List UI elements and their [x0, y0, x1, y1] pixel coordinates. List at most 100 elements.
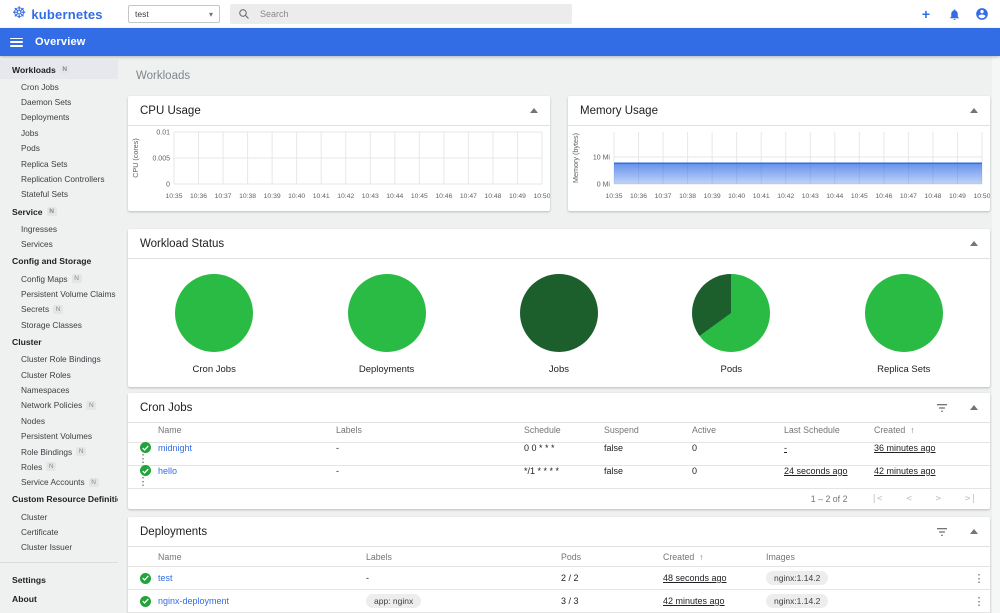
menu-icon[interactable] — [10, 37, 23, 47]
column-header-suspend[interactable]: Suspend — [604, 425, 692, 435]
column-header-labels[interactable]: Labels — [336, 425, 524, 435]
pie-chart-pods[interactable] — [692, 274, 771, 352]
x-tick-label: 10:47 — [900, 193, 917, 200]
sidebar-item-role-bindings[interactable]: Role Bindings N — [0, 444, 118, 459]
scrollbar[interactable] — [992, 56, 1000, 613]
sidebar-item-deployments[interactable]: Deployments — [0, 110, 118, 125]
sidebar-item-config-and-storage[interactable]: Config and Storage — [0, 252, 118, 271]
pagination-range: 1 – 2 of 2 — [810, 494, 848, 504]
pie-chart-deployments[interactable] — [347, 274, 426, 352]
cell-created[interactable]: 42 minutes ago — [663, 596, 725, 606]
namespaced-badge: N — [46, 207, 57, 217]
cell-images: nginx:1.14.2 — [766, 571, 956, 585]
deployment-name-link[interactable]: test — [158, 573, 173, 583]
filter-icon[interactable] — [936, 527, 948, 537]
sidebar-item-replica-sets[interactable]: Replica Sets — [0, 156, 118, 171]
sidebar-item-certificate[interactable]: Certificate — [0, 524, 118, 539]
prev-page-icon[interactable]: < — [906, 494, 912, 504]
deployment-name-link[interactable]: nginx-deployment — [158, 596, 230, 606]
collapse-arrow-icon[interactable] — [970, 405, 978, 410]
collapse-arrow-icon[interactable] — [970, 529, 978, 534]
kubernetes-logo[interactable]: ☸ kubernetes — [0, 6, 128, 22]
cell-created[interactable]: 42 minutes ago — [874, 465, 936, 476]
sidebar-item-ingresses[interactable]: Ingresses — [0, 221, 118, 236]
pie-chart-replica-sets[interactable] — [864, 274, 943, 352]
x-tick-label: 10:36 — [190, 193, 207, 200]
table-row: nginx-deployment app: nginx 3 / 3 42 minute… — [128, 590, 990, 613]
collapse-arrow-icon[interactable] — [970, 108, 978, 113]
sidebar-item-nodes[interactable]: Nodes — [0, 413, 118, 428]
sidebar-item-workloads[interactable]: Workloads N — [0, 60, 118, 79]
status-ok-icon — [140, 595, 151, 607]
sidebar-item-cluster-issuer[interactable]: Cluster Issuer — [0, 540, 118, 555]
pie-chart-jobs[interactable] — [519, 274, 598, 352]
pie-chart-cron-jobs[interactable] — [175, 274, 254, 352]
sidebar-item-about[interactable]: About — [0, 589, 118, 608]
cell-last-schedule[interactable]: 24 seconds ago — [784, 465, 848, 476]
sidebar-item-label: Pods — [21, 143, 40, 154]
column-header-name[interactable]: Name — [158, 425, 336, 435]
sidebar-item-replication-controllers[interactable]: Replication Controllers — [0, 171, 118, 186]
x-tick-label: 10:38 — [239, 193, 256, 200]
sidebar-item-config-maps[interactable]: Config Maps N — [0, 271, 118, 286]
cell-created[interactable]: 36 minutes ago — [874, 442, 936, 453]
row-menu-icon[interactable]: ⋮ — [973, 595, 985, 608]
sidebar-item-secrets[interactable]: Secrets N — [0, 302, 118, 317]
cronjob-name-link[interactable]: midnight — [158, 442, 193, 453]
x-tick-label: 10:50 — [533, 193, 550, 200]
sidebar-item-daemon-sets[interactable]: Daemon Sets — [0, 94, 118, 109]
sidebar-item-cluster-roles[interactable]: Cluster Roles — [0, 367, 118, 382]
x-tick-label: 10:37 — [215, 193, 232, 200]
sidebar-item-custom-resource-definitions[interactable]: Custom Resource Definitions — [0, 490, 118, 509]
namespace-selector[interactable]: test ▾ — [128, 5, 220, 23]
column-header-name[interactable]: Name — [158, 552, 366, 562]
column-header-images[interactable]: Images — [766, 552, 956, 562]
column-header-labels[interactable]: Labels — [366, 552, 561, 562]
create-resource-button[interactable]: + — [921, 6, 931, 22]
next-page-icon[interactable]: > — [935, 494, 942, 504]
search-input[interactable]: Search — [230, 4, 572, 24]
y-tick-label: 0.01 — [156, 129, 170, 136]
sidebar-item-service-accounts[interactable]: Service Accounts N — [0, 475, 118, 490]
sidebar-item-stateful-sets[interactable]: Stateful Sets — [0, 187, 118, 202]
row-menu-icon[interactable]: ⋮ — [973, 572, 985, 585]
cron-jobs-title: Cron Jobs — [140, 401, 193, 414]
column-header-schedule[interactable]: Schedule — [524, 425, 604, 435]
column-header-created[interactable]: Created ↑ — [663, 552, 766, 562]
row-menu-icon[interactable]: ⋮ — [137, 453, 149, 465]
sidebar-item-services[interactable]: Services — [0, 237, 118, 252]
notifications-bell-icon[interactable] — [946, 6, 962, 22]
sidebar-item-network-policies[interactable]: Network Policies N — [0, 398, 118, 413]
sidebar-item-namespaces[interactable]: Namespaces — [0, 382, 118, 397]
sidebar-item-cluster[interactable]: Cluster — [0, 509, 118, 524]
account-icon[interactable] — [974, 6, 990, 22]
sidebar-item-storage-classes[interactable]: Storage Classes — [0, 317, 118, 332]
first-page-icon[interactable]: |< — [871, 494, 883, 504]
cronjob-name-link[interactable]: hello — [158, 465, 178, 476]
sidebar-item-pods[interactable]: Pods — [0, 141, 118, 156]
last-page-icon[interactable]: >| — [965, 494, 976, 504]
filter-icon[interactable] — [936, 403, 948, 413]
sidebar-item-settings[interactable]: Settings — [0, 570, 118, 589]
sidebar-item-persistent-volumes[interactable]: Persistent Volumes — [0, 428, 118, 443]
column-header-pods[interactable]: Pods — [561, 552, 663, 562]
sidebar-item-persistent-volume-claims[interactable]: Persistent Volume ClaimsN — [0, 286, 118, 301]
cell-created[interactable]: 48 seconds ago — [663, 573, 727, 583]
cell-last-schedule[interactable]: - — [784, 442, 787, 453]
cell-labels: - — [336, 465, 339, 476]
y-tick-label: 0 Mi — [597, 181, 611, 188]
y-tick-label: 0 — [166, 181, 170, 188]
sidebar-item-service[interactable]: Service N — [0, 202, 118, 221]
row-menu-icon[interactable]: ⋮ — [137, 476, 149, 488]
sidebar-item-cluster-role-bindings[interactable]: Cluster Role Bindings — [0, 351, 118, 366]
collapse-arrow-icon[interactable] — [970, 241, 978, 246]
sidebar-item-roles[interactable]: Roles N — [0, 459, 118, 474]
sidebar-item-jobs[interactable]: Jobs — [0, 125, 118, 140]
collapse-arrow-icon[interactable] — [530, 108, 538, 113]
column-header-active[interactable]: Active — [692, 425, 784, 435]
sidebar-item-cron-jobs[interactable]: Cron Jobs — [0, 79, 118, 94]
sidebar-item-cluster[interactable]: Cluster — [0, 332, 118, 351]
x-tick-label: 10:40 — [288, 193, 305, 200]
column-header-last-schedule[interactable]: Last Schedule — [784, 425, 874, 435]
column-header-created[interactable]: Created ↑ — [874, 425, 960, 435]
